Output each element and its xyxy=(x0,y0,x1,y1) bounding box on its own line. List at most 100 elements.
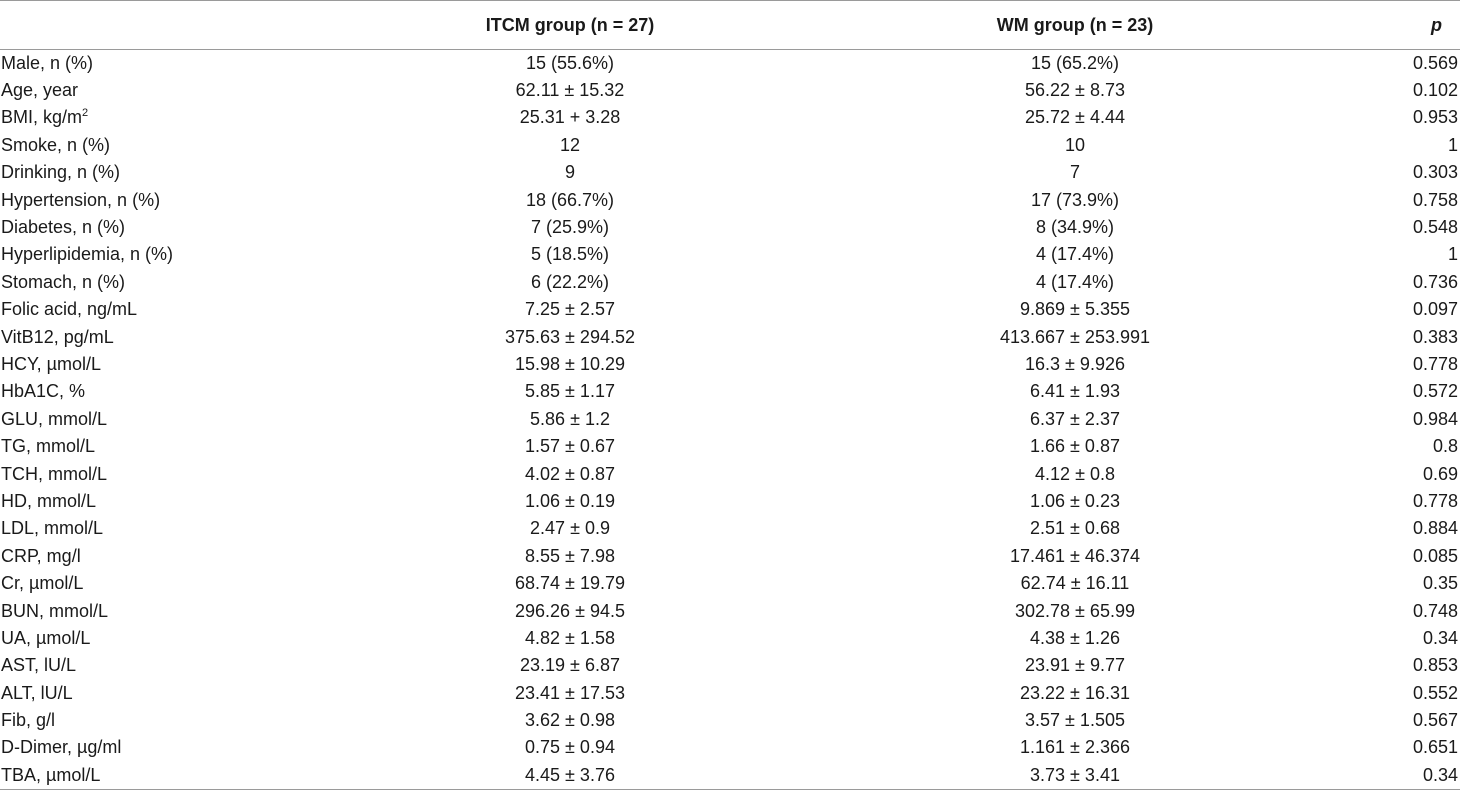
wm-value: 6.37 ± 2.37 xyxy=(1030,408,1120,429)
row-label-text: GLU, mmol/L xyxy=(1,408,108,429)
table-row: Stomach, n (%) 6 (22.2%) 4 (17.4%) 0.736 xyxy=(0,269,1460,296)
p-value: 0.736 xyxy=(1412,271,1458,292)
wm-value: 413.667 ± 253.991 xyxy=(999,326,1150,347)
row-label-text: HCY, µmol/L xyxy=(1,353,102,374)
wm-value: 56.22 ± 8.73 xyxy=(1025,80,1125,101)
row-label: CRP, mg/l xyxy=(0,543,310,570)
table-body: Male, n (%) 15 (55.6%) 15 (65.2%) 0.569 Age,… xyxy=(0,50,1460,790)
wm-value: 1.06 ± 0.23 xyxy=(1030,490,1120,511)
p-value: 0.552 xyxy=(1412,682,1458,703)
p-value: 0.984 xyxy=(1412,408,1458,429)
row-label-text: VitB12, pg/mL xyxy=(1,326,114,347)
row-label-text: HD, mmol/L xyxy=(1,490,97,511)
row-label-text: Diabetes, n (%) xyxy=(1,217,126,238)
itcm-value: 68.74 ± 19.79 xyxy=(515,573,625,594)
p-value: 0.34 xyxy=(1422,627,1458,648)
p-value: 0.35 xyxy=(1422,573,1458,594)
p-value: 0.569 xyxy=(1412,52,1458,73)
row-label: GLU, mmol/L xyxy=(0,406,310,433)
row-label-text: UA, µmol/L xyxy=(1,627,91,648)
itcm-value: 23.41 ± 17.53 xyxy=(515,682,625,703)
table-row: LDL, mmol/L 2.47 ± 0.9 2.51 ± 0.68 0.884 xyxy=(0,515,1460,542)
header-row: ITCM group (n = 27) WM group (n = 23) p xyxy=(0,0,1460,50)
itcm-value: 1.57 ± 0.67 xyxy=(525,436,615,457)
table-row: BMI, kg/m2 25.31 + 3.28 25.72 ± 4.44 0.953 xyxy=(0,104,1460,131)
row-label: Smoke, n (%) xyxy=(0,132,310,159)
itcm-value: 2.47 ± 0.9 xyxy=(530,518,610,539)
wm-value: 4 (17.4%) xyxy=(1035,244,1115,265)
wm-value: 4 (17.4%) xyxy=(1035,271,1115,292)
row-label: Diabetes, n (%) xyxy=(0,214,310,241)
row-label: D-Dimer, µg/ml xyxy=(0,734,310,761)
wm-value: 16.3 ± 9.926 xyxy=(1025,353,1125,374)
p-value: 0.953 xyxy=(1412,107,1458,128)
row-label-text: Male, n (%) xyxy=(1,52,94,73)
itcm-value: 23.19 ± 6.87 xyxy=(520,655,620,676)
itcm-value: 7.25 ± 2.57 xyxy=(525,299,615,320)
row-label: BMI, kg/m2 xyxy=(0,104,310,131)
wm-value: 302.78 ± 65.99 xyxy=(1015,600,1135,621)
p-value: 0.884 xyxy=(1412,518,1458,539)
row-label-text: Drinking, n (%) xyxy=(1,162,121,183)
table-row: TG, mmol/L 1.57 ± 0.67 1.66 ± 0.87 0.8 xyxy=(0,433,1460,460)
p-value: 0.34 xyxy=(1320,761,1460,790)
itcm-value: 18 (66.7%) xyxy=(525,189,615,210)
row-label: Male, n (%) xyxy=(0,50,310,77)
p-value: 0.778 xyxy=(1412,353,1458,374)
table-row: Male, n (%) 15 (55.6%) 15 (65.2%) 0.569 xyxy=(0,50,1460,77)
wm-value: 25.72 ± 4.44 xyxy=(1025,107,1125,128)
row-label: HbA1C, % xyxy=(0,378,310,405)
row-label-text: TCH, mmol/L xyxy=(1,463,108,484)
table-row: Fib, g/l 3.62 ± 0.98 3.57 ± 1.505 0.567 xyxy=(0,707,1460,734)
row-label-text: Smoke, n (%) xyxy=(1,134,111,155)
wm-value: 3.73 ± 3.41 xyxy=(830,761,1320,790)
table-row: HCY, µmol/L 15.98 ± 10.29 16.3 ± 9.926 0.77… xyxy=(0,351,1460,378)
row-label: Drinking, n (%) xyxy=(0,159,310,186)
table-row: Age, year 62.11 ± 15.32 56.22 ± 8.73 0.102 xyxy=(0,77,1460,104)
table-row: D-Dimer, µg/ml 0.75 ± 0.94 1.161 ± 2.366 0.… xyxy=(0,734,1460,761)
row-label-text: D-Dimer, µg/ml xyxy=(1,737,122,758)
table-row: TBA, µmol/L 4.45 ± 3.76 3.73 ± 3.41 0.34 xyxy=(0,761,1460,790)
itcm-value: 1.06 ± 0.19 xyxy=(525,490,615,511)
row-label-text: LDL, mmol/L xyxy=(1,518,104,539)
p-value: 0.572 xyxy=(1412,381,1458,402)
p-value: 0.097 xyxy=(1412,299,1458,320)
row-label: ALT, lU/L xyxy=(0,679,310,706)
table-row: GLU, mmol/L 5.86 ± 1.2 6.37 ± 2.37 0.984 xyxy=(0,406,1460,433)
row-label: HD, mmol/L xyxy=(0,488,310,515)
itcm-value: 375.63 ± 294.52 xyxy=(505,326,635,347)
row-label-text: TBA, µmol/L xyxy=(1,764,101,785)
itcm-value: 5.86 ± 1.2 xyxy=(530,408,610,429)
header-wm-group: WM group (n = 23) xyxy=(830,0,1320,50)
table-row: CRP, mg/l 8.55 ± 7.98 17.461 ± 46.374 0.085 xyxy=(0,543,1460,570)
itcm-value: 9 xyxy=(564,162,575,183)
row-label-text: TG, mmol/L xyxy=(1,436,96,457)
row-label-text: Fib, g/l xyxy=(1,710,56,731)
p-value: 0.548 xyxy=(1412,217,1458,238)
row-label: Age, year xyxy=(0,77,310,104)
row-label: HCY, µmol/L xyxy=(0,351,310,378)
wm-value: 9.869 ± 5.355 xyxy=(1020,299,1130,320)
wm-value: 23.22 ± 16.31 xyxy=(1020,682,1130,703)
header-label xyxy=(0,0,310,50)
p-value: 0.651 xyxy=(1412,737,1458,758)
header-p-value: p xyxy=(1320,0,1460,50)
row-label: Cr, µmol/L xyxy=(0,570,310,597)
row-label-text: Stomach, n (%) xyxy=(1,271,126,292)
itcm-value: 4.82 ± 1.58 xyxy=(525,627,615,648)
wm-value: 4.38 ± 1.26 xyxy=(1030,627,1120,648)
table-row: TCH, mmol/L 4.02 ± 0.87 4.12 ± 0.8 0.69 xyxy=(0,460,1460,487)
itcm-value: 12 xyxy=(559,134,581,155)
table-row: BUN, mmol/L 296.26 ± 94.5 302.78 ± 65.99 0.… xyxy=(0,597,1460,624)
row-label: Fib, g/l xyxy=(0,707,310,734)
wm-value: 2.51 ± 0.68 xyxy=(1030,518,1120,539)
table-row: HD, mmol/L 1.06 ± 0.19 1.06 ± 0.23 0.778 xyxy=(0,488,1460,515)
row-label-text: AST, lU/L xyxy=(1,655,77,676)
table-row: Smoke, n (%) 12 10 1 xyxy=(0,132,1460,159)
itcm-value: 62.11 ± 15.32 xyxy=(515,80,625,101)
row-label-text: Folic acid, ng/mL xyxy=(1,299,138,320)
itcm-value: 6 (22.2%) xyxy=(530,271,610,292)
header-itcm-group: ITCM group (n = 27) xyxy=(310,0,830,50)
row-label-text: ALT, lU/L xyxy=(1,682,73,703)
